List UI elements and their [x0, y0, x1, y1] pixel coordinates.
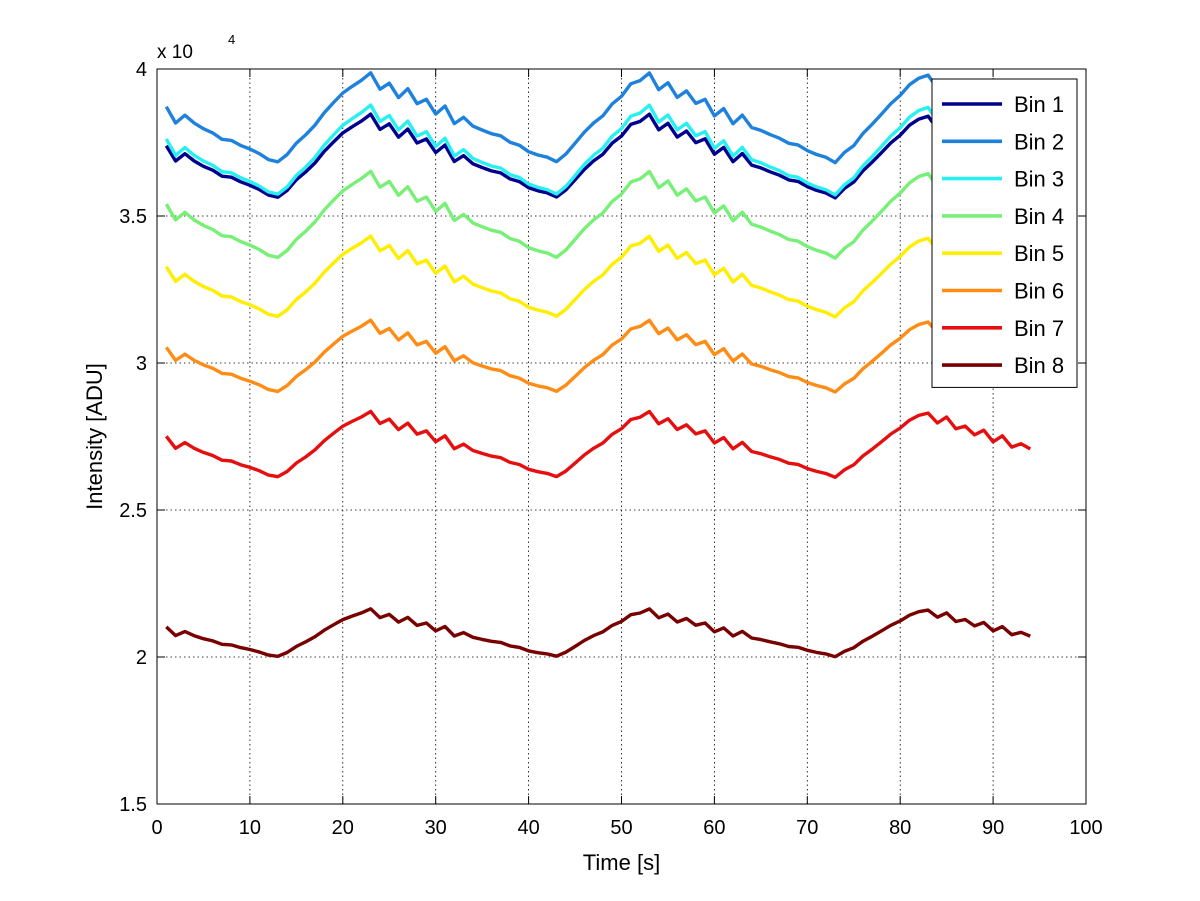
x-tick-label: 40: [517, 817, 539, 839]
x-tick-label: 10: [239, 817, 261, 839]
x-tick-label: 80: [889, 817, 911, 839]
legend-label-4: Bin 4: [1014, 204, 1064, 229]
legend-label-5: Bin 5: [1014, 241, 1064, 266]
legend-label-1: Bin 1: [1014, 92, 1064, 117]
x-tick-label: 60: [703, 817, 725, 839]
x-tick-label: 90: [982, 817, 1004, 839]
x-axis-label: Time [s]: [583, 850, 660, 875]
y-tick-label: 3: [136, 353, 147, 375]
x-tick-label: 0: [151, 817, 162, 839]
series-line-2: [164, 71, 1032, 165]
series-line-5: [164, 234, 1032, 319]
series-line-4: [164, 169, 1032, 260]
x-tick-label: 50: [610, 817, 632, 839]
legend-label-2: Bin 2: [1014, 129, 1064, 154]
series-line-8: [165, 607, 1031, 659]
y-tick-label: 3.5: [119, 206, 147, 228]
x-tick-label: 20: [332, 817, 354, 839]
y-axis-label: Intensity [ADU]: [82, 363, 107, 510]
legend: Bin 1 Bin 2 Bin 3 Bin 4 Bin 5 Bin 6 Bin 7 Bin 8: [931, 78, 1078, 388]
legend-label-8: Bin 8: [1014, 353, 1064, 378]
series-line-3: [164, 103, 1032, 197]
legend-label-6: Bin 6: [1014, 279, 1064, 304]
x-tick-label: 30: [425, 817, 447, 839]
y-tick-label: 1.5: [119, 794, 147, 816]
y-exponent-power: 4: [228, 32, 235, 47]
legend-box: [931, 78, 1078, 388]
x-tick-label: 100: [1069, 817, 1102, 839]
legend-label-3: Bin 3: [1014, 167, 1064, 192]
series-line-7: [164, 409, 1032, 479]
legend-label-7: Bin 7: [1014, 316, 1064, 341]
y-tick-label: 2.5: [119, 500, 147, 522]
y-exponent-label: x 10: [157, 42, 193, 63]
y-tick-label: 2: [136, 647, 147, 669]
series-line-6: [164, 318, 1032, 394]
series-layer: [164, 71, 1032, 659]
series-line-1: [164, 112, 1032, 200]
x-tick-label: 70: [796, 817, 818, 839]
y-tick-label: 4: [136, 59, 147, 81]
tick-layer: 0 10 20 30 40 50 60 70 80 90 100 1.5 2 2.5 3 3.5 4: [119, 59, 1103, 839]
